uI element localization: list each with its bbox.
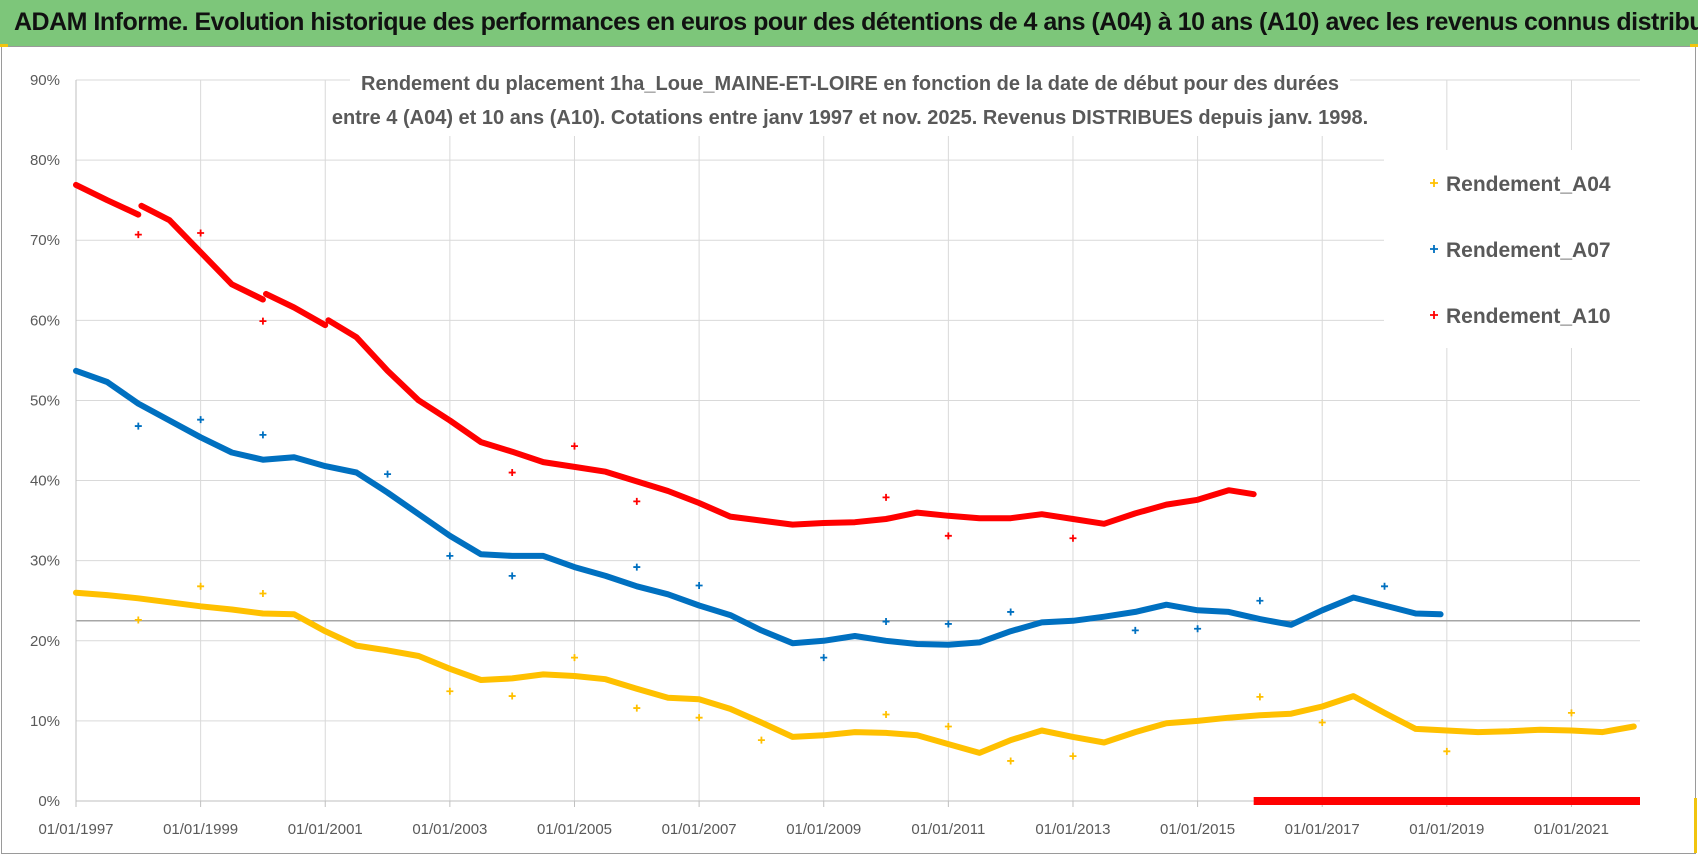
grid-layer [75,79,1640,802]
x-tick-label: 01/01/2021 [1534,821,1609,838]
data-point-marker [1567,709,1575,717]
y-tick-label: 0% [38,793,60,810]
series-Rendement_A04 [73,582,1637,765]
chart-title-background [350,64,1350,136]
x-tick-label: 01/01/1999 [163,821,238,838]
data-point-marker [1007,608,1015,616]
x-tick-label: 01/01/1997 [38,821,113,838]
data-point-marker [757,736,765,744]
data-point-marker [570,442,578,450]
data-point-marker [1443,747,1451,755]
series-line [73,181,1257,528]
data-point-marker [944,722,952,730]
chart-frame [1,46,1696,854]
data-point-marker [1131,626,1139,634]
legend-label: Rendement_A07 [1446,239,1611,262]
chart-title-line-1: Rendement du placement 1ha_Loue_MAINE-ET… [361,73,1339,95]
data-point-marker [259,590,267,598]
legend-marker [1430,179,1438,187]
data-point-marker [695,714,703,722]
data-point-marker [259,431,267,439]
y-tick-label: 40% [30,473,60,490]
series-layer [73,181,1640,805]
y-tick-label: 60% [30,312,60,329]
legend-marker [1430,311,1438,319]
x-tick-label: 01/01/2011 [911,821,985,838]
zero-value-band [1253,797,1640,805]
data-point-marker [446,552,454,560]
data-point-marker [197,229,205,237]
x-tick-label: 01/01/2009 [786,821,861,838]
series-Rendement_A07 [73,367,1444,662]
data-point-marker [508,692,516,700]
data-point-marker [1256,597,1264,605]
corner-marker-top-right [1690,44,1698,47]
y-tick-label: 20% [30,633,60,650]
data-point-marker [882,710,890,718]
data-point-marker [508,469,516,477]
y-tick-label: 70% [30,232,60,249]
data-point-marker [1318,718,1326,726]
data-point-marker [633,497,641,505]
y-tick-label: 30% [30,553,60,570]
x-tick-label: 01/01/2019 [1409,821,1484,838]
data-point-marker [1381,582,1389,590]
data-point-marker [134,616,142,624]
data-point-marker [1256,693,1264,701]
data-point-marker [259,317,267,325]
x-tick-label: 01/01/2013 [1035,821,1110,838]
data-point-marker [1007,757,1015,765]
y-tick-label: 90% [30,72,60,89]
data-point-marker [944,532,952,540]
axis-layer: 0% 10% 20% 30% 40% 50% 60% 70% 80% 90% 01/01/1997 0… [30,72,1640,838]
x-tick-label: 01/01/2001 [288,821,363,838]
legend-label: Rendement_A10 [1446,305,1611,328]
data-point-marker [197,416,205,424]
x-tick-label: 01/01/2005 [537,821,612,838]
data-point-marker [1069,534,1077,542]
data-point-marker [134,231,142,239]
banner-title: ADAM Informe. Evolution historique des p… [14,8,1698,36]
y-tick-label: 10% [30,713,60,730]
legend-marker [1430,245,1438,253]
data-point-marker [1194,625,1202,633]
y-tick-label: 50% [30,392,60,409]
series-line [73,367,1444,648]
data-point-marker [820,654,828,662]
legend-label: Rendement_A04 [1446,173,1611,196]
data-point-marker [446,687,454,695]
data-point-marker [134,422,142,430]
data-point-marker [384,470,392,478]
data-point-marker [508,572,516,580]
data-point-marker [633,563,641,571]
corner-marker-bottom-right [1694,798,1697,853]
series-line [73,589,1637,756]
y-tick-label: 80% [30,152,60,169]
data-point-marker [1069,752,1077,760]
series-Rendement_A10 [73,181,1640,805]
legend: Rendement_A04 Rendement_A07 Rendement_A10 [1384,150,1646,348]
legend-background [1384,150,1646,348]
header-banner: ADAM Informe. Evolution historique des p… [0,0,1698,46]
corner-marker-top-left [0,44,8,47]
x-tick-label: 01/01/2007 [662,821,737,838]
data-point-marker [197,582,205,590]
chart-title-line-2: entre 4 (A04) et 10 ans (A10). Cotations… [332,107,1368,129]
x-tick-label: 01/01/2003 [412,821,487,838]
x-tick-label: 01/01/2017 [1285,821,1360,838]
data-point-marker [570,654,578,662]
data-point-marker [944,620,952,628]
data-point-marker [695,582,703,590]
x-tick-label: 01/01/2015 [1160,821,1235,838]
data-point-marker [882,618,890,626]
data-point-marker [633,704,641,712]
data-point-marker [882,493,890,501]
